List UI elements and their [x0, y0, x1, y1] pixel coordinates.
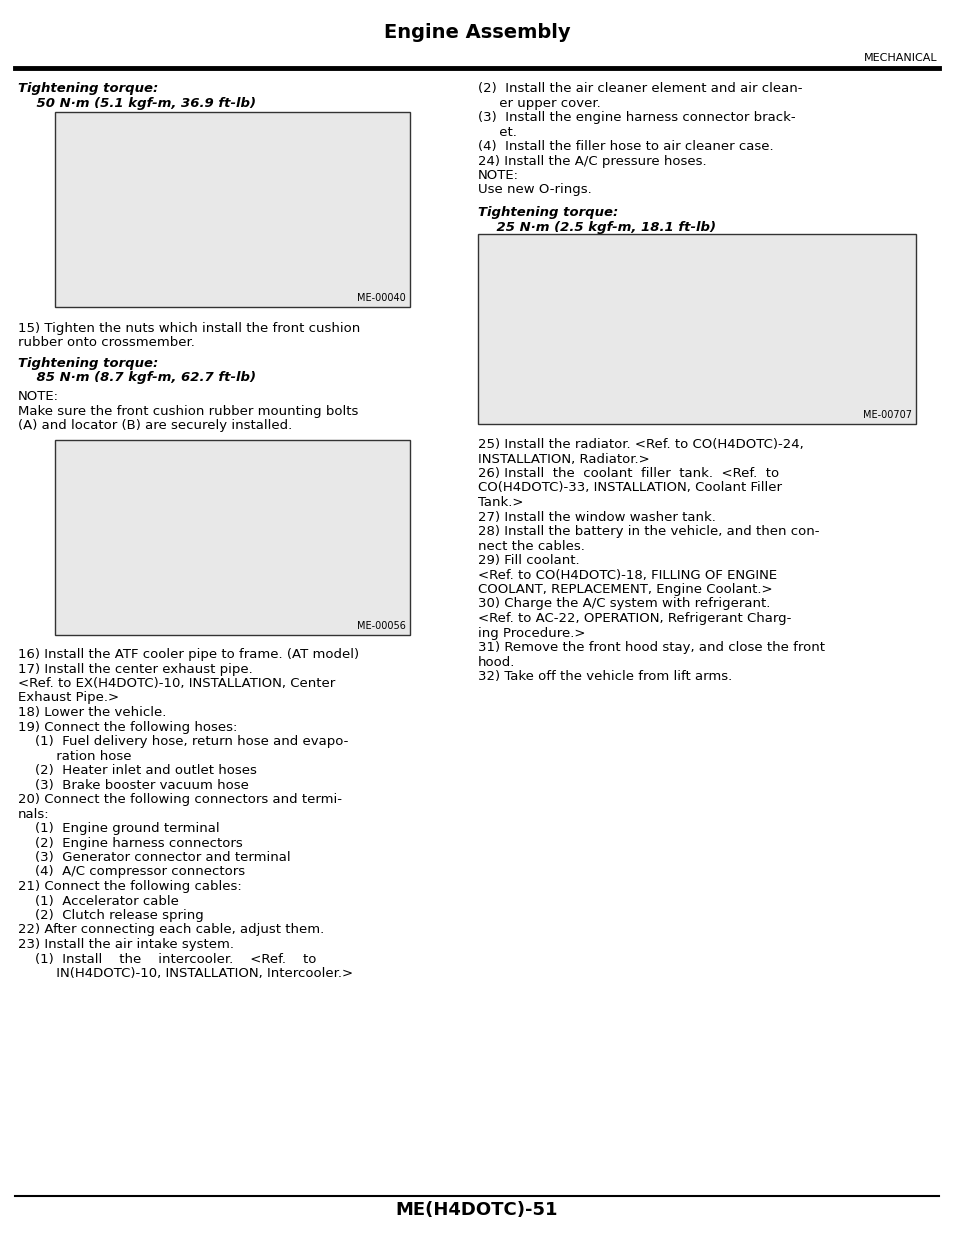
Text: (2)  Heater inlet and outlet hoses: (2) Heater inlet and outlet hoses: [18, 764, 256, 777]
Text: NOTE:: NOTE:: [18, 390, 59, 403]
Text: (A) and locator (B) are securely installed.: (A) and locator (B) are securely install…: [18, 419, 292, 432]
Text: (2)  Install the air cleaner element and air clean-: (2) Install the air cleaner element and …: [477, 82, 801, 95]
Text: <Ref. to AC-22, OPERATION, Refrigerant Charg-: <Ref. to AC-22, OPERATION, Refrigerant C…: [477, 613, 791, 625]
Text: 29) Fill coolant.: 29) Fill coolant.: [477, 555, 579, 567]
Text: 85 N·m (8.7 kgf-m, 62.7 ft-lb): 85 N·m (8.7 kgf-m, 62.7 ft-lb): [18, 372, 255, 384]
Text: 16) Install the ATF cooler pipe to frame. (AT model): 16) Install the ATF cooler pipe to frame…: [18, 648, 358, 661]
Text: (3)  Generator connector and terminal: (3) Generator connector and terminal: [18, 851, 291, 864]
Text: (1)  Engine ground terminal: (1) Engine ground terminal: [18, 823, 219, 835]
Text: Tightening torque:: Tightening torque:: [18, 357, 158, 370]
Text: (4)  Install the filler hose to air cleaner case.: (4) Install the filler hose to air clean…: [477, 140, 773, 153]
Text: 27) Install the window washer tank.: 27) Install the window washer tank.: [477, 510, 715, 524]
Text: 32) Take off the vehicle from lift arms.: 32) Take off the vehicle from lift arms.: [477, 671, 732, 683]
Text: 20) Connect the following connectors and termi-: 20) Connect the following connectors and…: [18, 793, 341, 806]
Text: 18) Lower the vehicle.: 18) Lower the vehicle.: [18, 706, 166, 719]
Text: (2)  Engine harness connectors: (2) Engine harness connectors: [18, 836, 242, 850]
Text: rubber onto crossmember.: rubber onto crossmember.: [18, 336, 194, 350]
Text: (4)  A/C compressor connectors: (4) A/C compressor connectors: [18, 866, 245, 878]
Text: (1)  Fuel delivery hose, return hose and evapo-: (1) Fuel delivery hose, return hose and …: [18, 735, 348, 748]
Text: nals:: nals:: [18, 808, 50, 820]
Bar: [55, 112, 410, 308]
Text: 21) Connect the following cables:: 21) Connect the following cables:: [18, 881, 241, 893]
Bar: [477, 233, 915, 424]
Text: er upper cover.: er upper cover.: [477, 96, 600, 110]
Text: 50 N·m (5.1 kgf-m, 36.9 ft-lb): 50 N·m (5.1 kgf-m, 36.9 ft-lb): [18, 96, 255, 110]
Text: nect the cables.: nect the cables.: [477, 540, 584, 552]
Text: CO(H4DOTC)-33, INSTALLATION, Coolant Filler: CO(H4DOTC)-33, INSTALLATION, Coolant Fil…: [477, 482, 781, 494]
Text: Use new O-rings.: Use new O-rings.: [477, 184, 591, 196]
Text: hood.: hood.: [477, 656, 515, 668]
Text: (2)  Clutch release spring: (2) Clutch release spring: [18, 909, 204, 923]
Text: et.: et.: [477, 126, 517, 138]
Text: Tightening torque:: Tightening torque:: [477, 206, 618, 219]
Text: ME-00056: ME-00056: [356, 621, 406, 631]
Bar: [55, 440, 410, 635]
Text: 25 N·m (2.5 kgf-m, 18.1 ft-lb): 25 N·m (2.5 kgf-m, 18.1 ft-lb): [477, 221, 716, 233]
Text: ME-00707: ME-00707: [862, 410, 911, 420]
Text: 17) Install the center exhaust pipe.: 17) Install the center exhaust pipe.: [18, 662, 253, 676]
Text: 26) Install  the  coolant  filler  tank.  <Ref.  to: 26) Install the coolant filler tank. <Re…: [477, 467, 779, 480]
Text: Make sure the front cushion rubber mounting bolts: Make sure the front cushion rubber mount…: [18, 405, 358, 417]
Text: INSTALLATION, Radiator.>: INSTALLATION, Radiator.>: [477, 452, 649, 466]
Text: <Ref. to EX(H4DOTC)-10, INSTALLATION, Center: <Ref. to EX(H4DOTC)-10, INSTALLATION, Ce…: [18, 677, 335, 690]
Text: 22) After connecting each cable, adjust them.: 22) After connecting each cable, adjust …: [18, 924, 324, 936]
Text: ME(H4DOTC)-51: ME(H4DOTC)-51: [395, 1200, 558, 1219]
Text: COOLANT, REPLACEMENT, Engine Coolant.>: COOLANT, REPLACEMENT, Engine Coolant.>: [477, 583, 772, 597]
Text: MECHANICAL: MECHANICAL: [863, 53, 937, 63]
Text: 30) Charge the A/C system with refrigerant.: 30) Charge the A/C system with refrigera…: [477, 598, 770, 610]
Text: ing Procedure.>: ing Procedure.>: [477, 626, 585, 640]
Text: 28) Install the battery in the vehicle, and then con-: 28) Install the battery in the vehicle, …: [477, 525, 819, 538]
Text: Engine Assembly: Engine Assembly: [383, 23, 570, 42]
Text: 19) Connect the following hoses:: 19) Connect the following hoses:: [18, 720, 237, 734]
Text: IN(H4DOTC)-10, INSTALLATION, Intercooler.>: IN(H4DOTC)-10, INSTALLATION, Intercooler…: [18, 967, 353, 981]
Text: ME-00040: ME-00040: [356, 293, 406, 303]
Text: (1)  Install    the    intercooler.    <Ref.    to: (1) Install the intercooler. <Ref. to: [18, 952, 316, 966]
Text: <Ref. to CO(H4DOTC)-18, FILLING OF ENGINE: <Ref. to CO(H4DOTC)-18, FILLING OF ENGIN…: [477, 568, 777, 582]
Text: (3)  Install the engine harness connector brack-: (3) Install the engine harness connector…: [477, 111, 795, 124]
Text: (1)  Accelerator cable: (1) Accelerator cable: [18, 894, 179, 908]
Text: 15) Tighten the nuts which install the front cushion: 15) Tighten the nuts which install the f…: [18, 322, 360, 335]
Text: Tightening torque:: Tightening torque:: [18, 82, 158, 95]
Text: 25) Install the radiator. <Ref. to CO(H4DOTC)-24,: 25) Install the radiator. <Ref. to CO(H4…: [477, 438, 803, 451]
Text: 24) Install the A/C pressure hoses.: 24) Install the A/C pressure hoses.: [477, 154, 706, 168]
Text: NOTE:: NOTE:: [477, 169, 518, 182]
Text: ration hose: ration hose: [18, 750, 132, 762]
Text: Exhaust Pipe.>: Exhaust Pipe.>: [18, 692, 119, 704]
Text: Tank.>: Tank.>: [477, 496, 523, 509]
Text: 31) Remove the front hood stay, and close the front: 31) Remove the front hood stay, and clos…: [477, 641, 824, 655]
Text: (3)  Brake booster vacuum hose: (3) Brake booster vacuum hose: [18, 778, 249, 792]
Text: 23) Install the air intake system.: 23) Install the air intake system.: [18, 939, 233, 951]
